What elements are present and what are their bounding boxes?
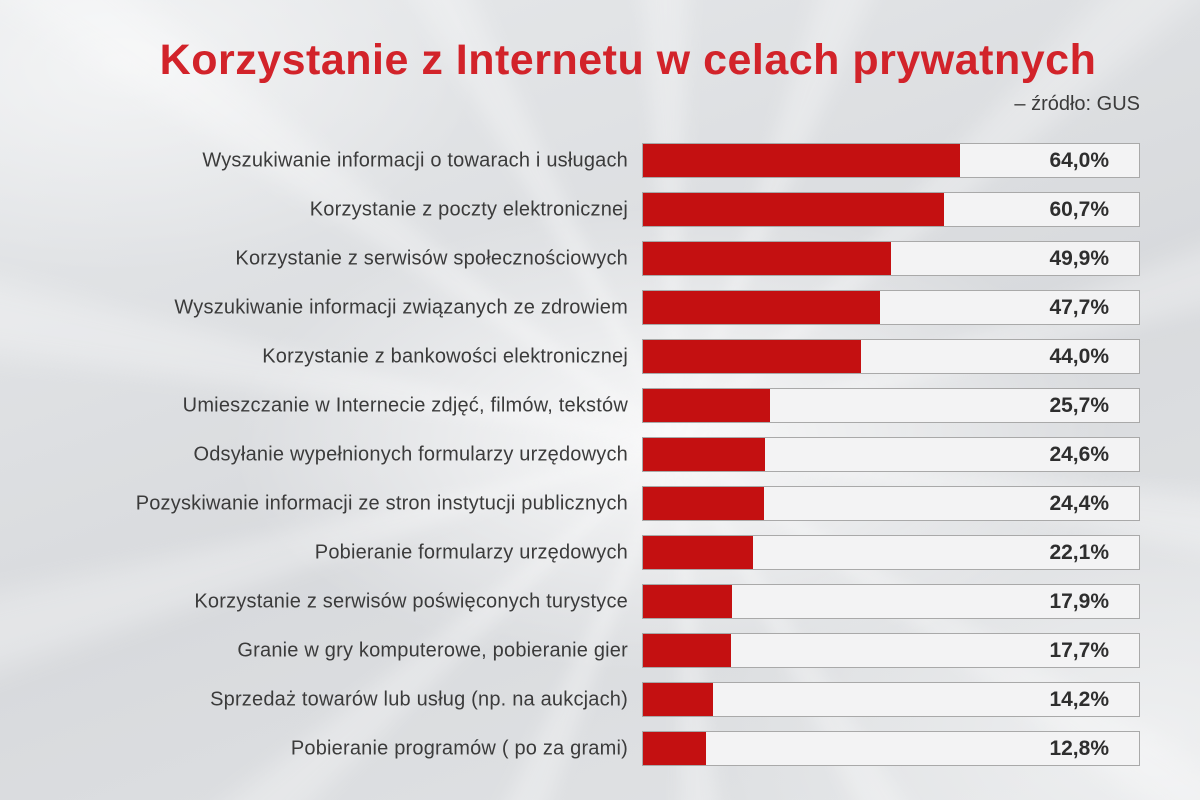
category-label: Korzystanie z poczty elektronicznej	[55, 192, 642, 227]
category-label: Wyszukiwanie informacji związanych ze zd…	[55, 290, 642, 325]
bar-track: 24,4%	[642, 486, 1140, 521]
category-label-text: Wyszukiwanie informacji o towarach i usł…	[202, 149, 628, 171]
category-label-text: Odsyłanie wypełnionych formularzy urzędo…	[193, 443, 628, 465]
bar	[643, 634, 731, 667]
category-label-text: Umieszczanie w Internecie zdjęć, filmów,…	[182, 394, 628, 416]
chart-row: Umieszczanie w Internecie zdjęć, filmów,…	[55, 388, 1140, 423]
value-label: 17,7%	[1049, 639, 1109, 662]
chart-row: Sprzedaż towarów lub usług (np. na aukcj…	[55, 682, 1140, 717]
bar-track: 64,0%	[642, 143, 1140, 178]
category-label-text: Pobieranie programów ( po za grami)	[290, 737, 628, 759]
bar-track: 17,9%	[642, 584, 1140, 619]
category-label-text: Wyszukiwanie informacji związanych ze zd…	[174, 296, 628, 318]
category-label: Korzystanie z serwisów społecznościowych	[55, 241, 642, 276]
value-label: 14,2%	[1049, 688, 1109, 711]
chart-row: Wyszukiwanie informacji o towarach i usł…	[55, 143, 1140, 178]
chart-row: Granie w gry komputerowe, pobieranie gie…	[55, 633, 1140, 668]
category-label: Wyszukiwanie informacji o towarach i usł…	[55, 143, 642, 178]
category-label: Pozyskiwanie informacji ze stron instytu…	[55, 486, 642, 521]
bar	[643, 144, 961, 177]
bar	[643, 683, 714, 716]
chart-row: Korzystanie z serwisów społecznościowych…	[55, 241, 1140, 276]
chart-row: Korzystanie z serwisów poświęconych tury…	[55, 584, 1140, 619]
category-label: Pobieranie formularzy urzędowych	[55, 535, 642, 570]
value-label: 12,8%	[1049, 737, 1109, 760]
chart-row: Korzystanie z poczty elektronicznej 60,7…	[55, 192, 1140, 227]
value-label: 44,0%	[1049, 345, 1109, 368]
bar	[643, 487, 765, 520]
category-label-text: Korzystanie z serwisów społecznościowych	[235, 247, 628, 269]
chart-row: Pobieranie formularzy urzędowych 22,1%	[55, 535, 1140, 570]
chart-row: Pozyskiwanie informacji ze stron instytu…	[55, 486, 1140, 521]
bar-chart: Wyszukiwanie informacji o towarach i usł…	[55, 143, 1140, 780]
category-label: Korzystanie z serwisów poświęconych tury…	[55, 584, 642, 619]
value-label: 22,1%	[1049, 541, 1109, 564]
bar-track: 47,7%	[642, 290, 1140, 325]
bar-track: 60,7%	[642, 192, 1140, 227]
category-label-text: Korzystanie z bankowości elektronicznej	[262, 345, 628, 367]
value-label: 49,9%	[1049, 247, 1109, 270]
category-label: Pobieranie programów ( po za grami)	[55, 731, 642, 766]
bar-track: 44,0%	[642, 339, 1140, 374]
value-label: 17,9%	[1049, 590, 1109, 613]
value-label: 24,4%	[1049, 492, 1109, 515]
bar-track: 14,2%	[642, 682, 1140, 717]
bar	[643, 536, 753, 569]
category-label: Korzystanie z bankowości elektronicznej	[55, 339, 642, 374]
category-label-text: Pozyskiwanie informacji ze stron instytu…	[135, 492, 628, 514]
category-label-text: Sprzedaż towarów lub usług (np. na aukcj…	[210, 688, 628, 710]
value-label: 24,6%	[1049, 443, 1109, 466]
bar	[643, 291, 880, 324]
category-label-text: Granie w gry komputerowe, pobieranie gie…	[237, 639, 628, 661]
value-label: 47,7%	[1049, 296, 1109, 319]
bar-track: 24,6%	[642, 437, 1140, 472]
bar	[643, 438, 766, 471]
bar-track: 12,8%	[642, 731, 1140, 766]
category-label: Granie w gry komputerowe, pobieranie gie…	[55, 633, 642, 668]
bar-track: 49,9%	[642, 241, 1140, 276]
chart-row: Wyszukiwanie informacji związanych ze zd…	[55, 290, 1140, 325]
category-label-text: Pobieranie formularzy urzędowych	[314, 541, 628, 563]
value-label: 64,0%	[1049, 149, 1109, 172]
category-label-text: Korzystanie z serwisów poświęconych tury…	[194, 590, 628, 612]
bar	[643, 389, 771, 422]
category-label: Sprzedaż towarów lub usług (np. na aukcj…	[55, 682, 642, 717]
chart-title: Korzystanie z Internetu w celach prywatn…	[159, 36, 1097, 84]
category-label-text: Korzystanie z poczty elektronicznej	[309, 198, 628, 220]
value-label: 60,7%	[1049, 198, 1109, 221]
bar	[643, 585, 732, 618]
bar	[643, 732, 707, 765]
bar	[643, 242, 891, 275]
bar	[643, 340, 862, 373]
bar	[643, 193, 945, 226]
chart-row: Odsyłanie wypełnionych formularzy urzędo…	[55, 437, 1140, 472]
chart-row: Korzystanie z bankowości elektronicznej …	[55, 339, 1140, 374]
source-caption: – źródło: GUS	[1014, 93, 1140, 115]
category-label: Umieszczanie w Internecie zdjęć, filmów,…	[55, 388, 642, 423]
value-label: 25,7%	[1049, 394, 1109, 417]
category-label: Odsyłanie wypełnionych formularzy urzędo…	[55, 437, 642, 472]
chart-row: Pobieranie programów ( po za grami) 12,8…	[55, 731, 1140, 766]
bar-track: 17,7%	[642, 633, 1140, 668]
bar-track: 22,1%	[642, 535, 1140, 570]
bar-track: 25,7%	[642, 388, 1140, 423]
